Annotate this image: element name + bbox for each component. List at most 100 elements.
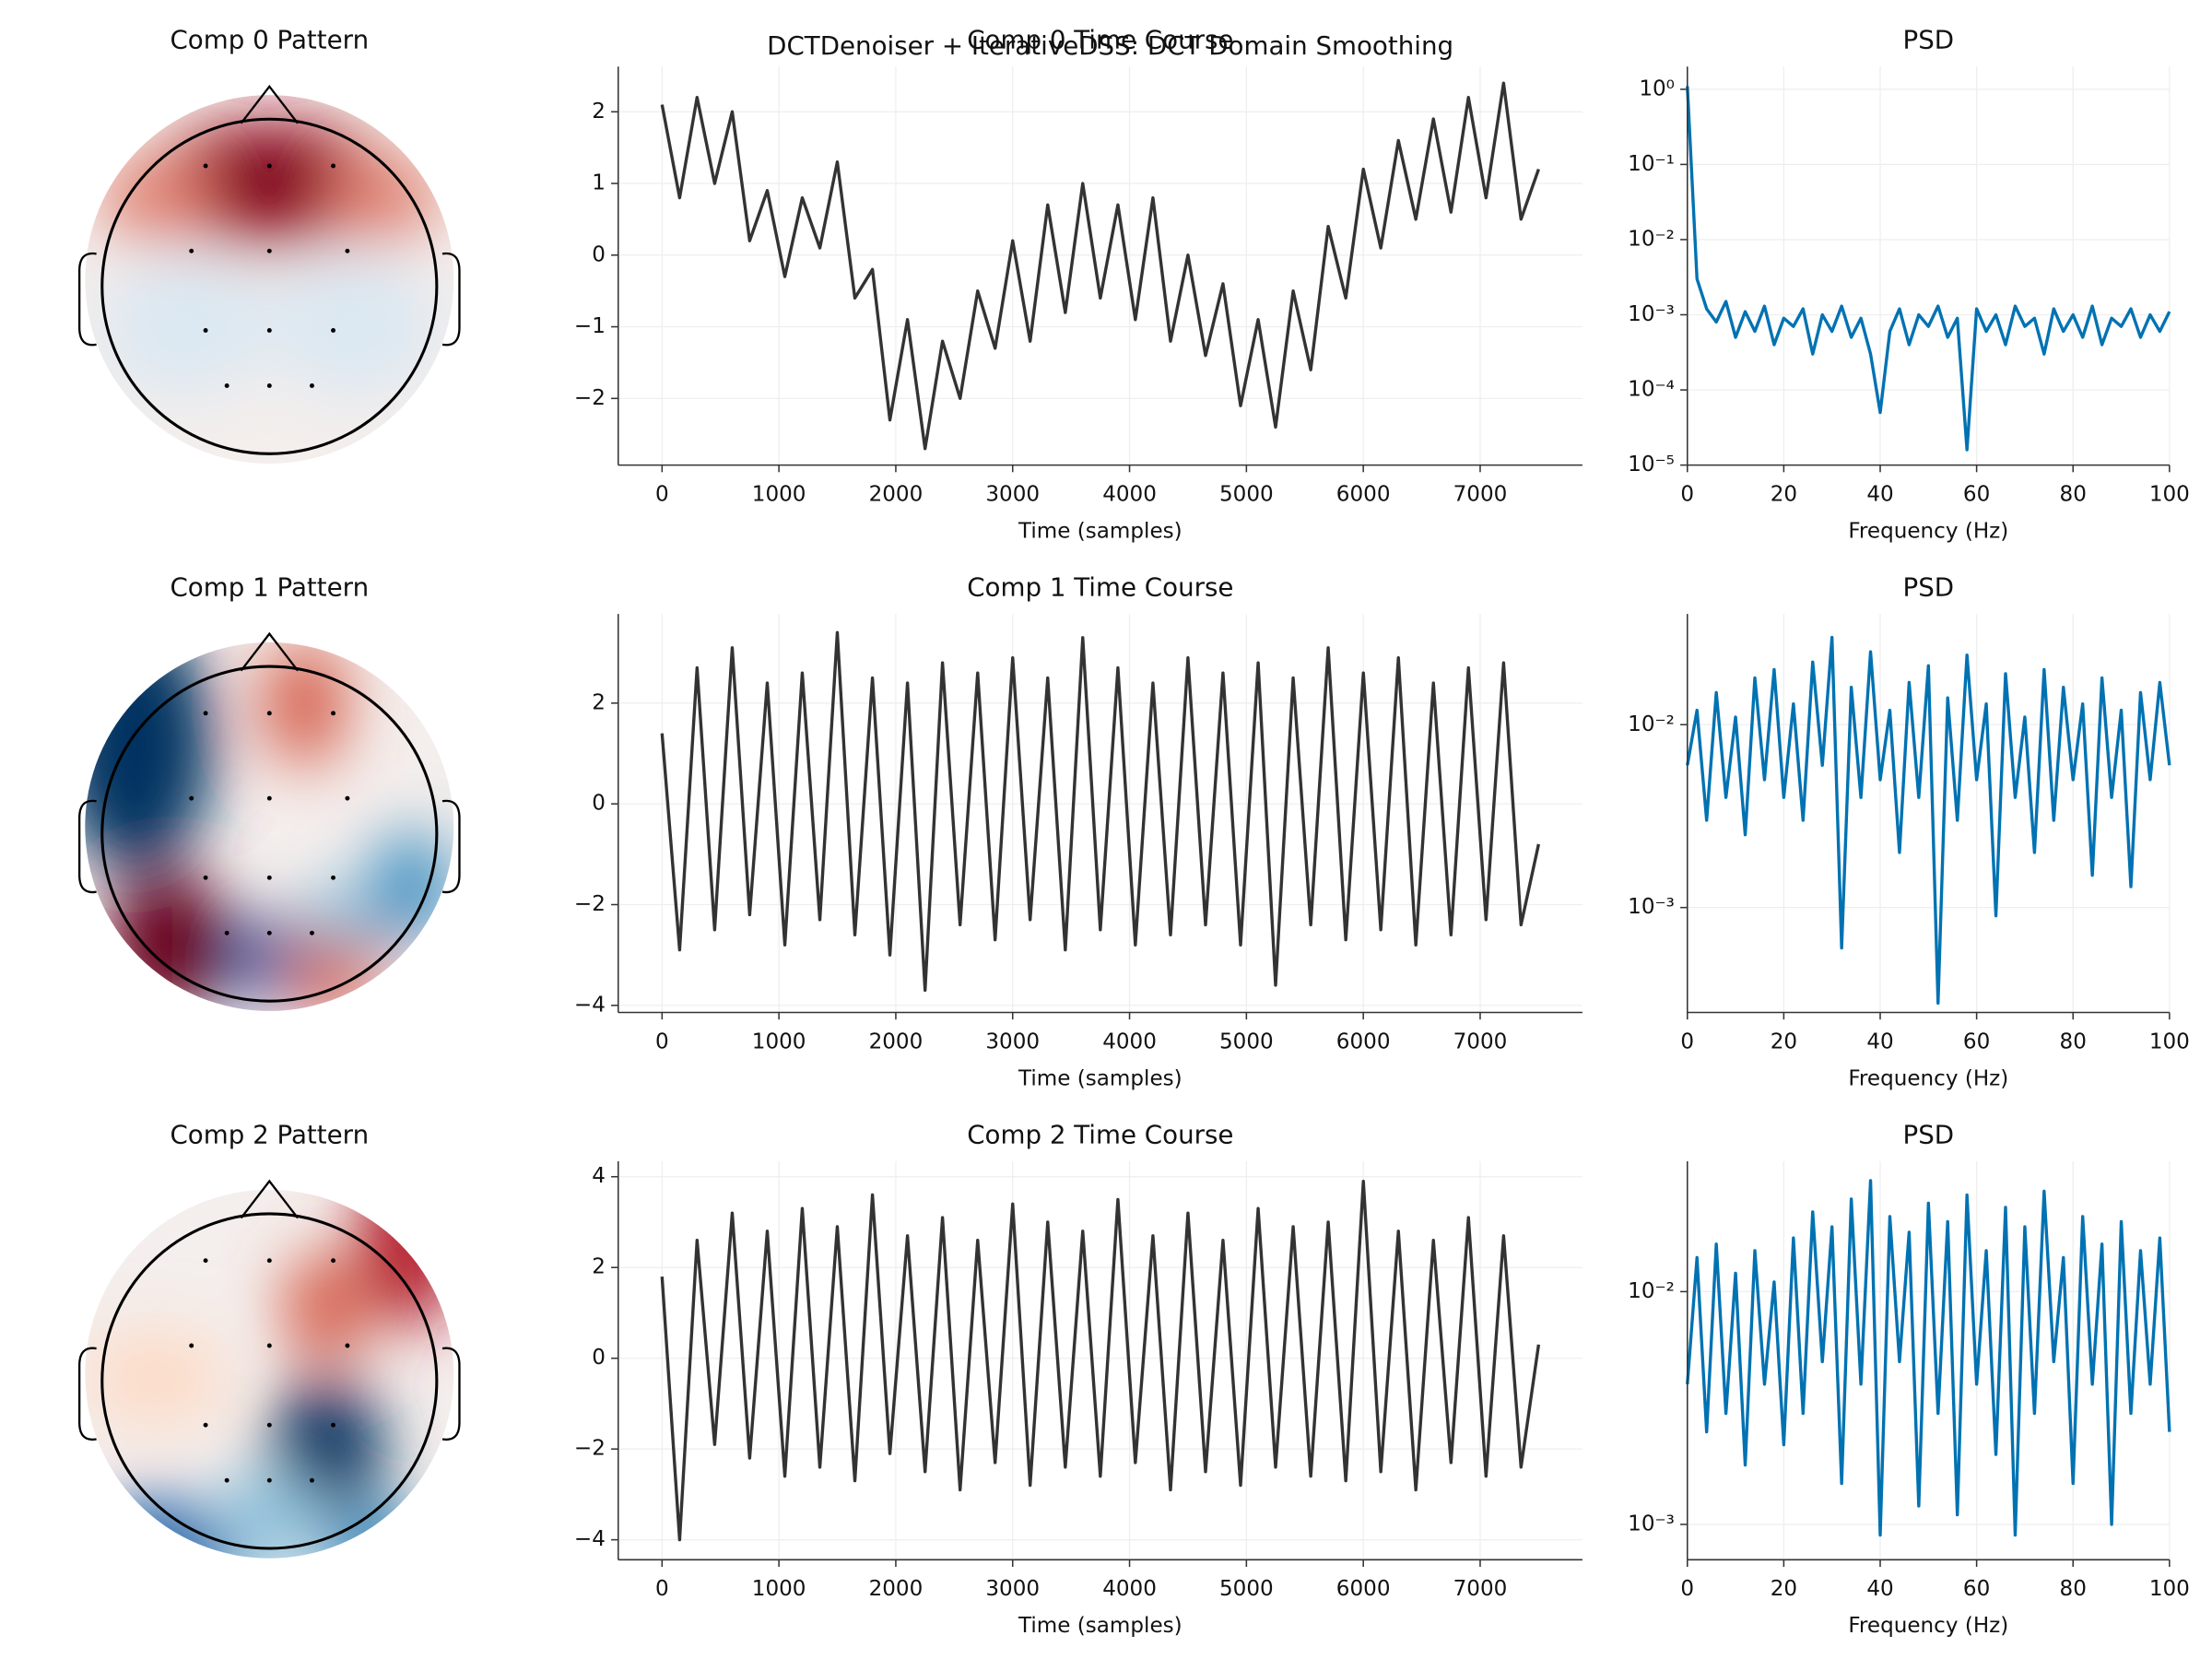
topomap xyxy=(78,84,461,465)
y-tick-label: 10⁻⁵ xyxy=(1628,453,1675,477)
sensor xyxy=(266,383,272,388)
sensor xyxy=(266,875,272,880)
x-tick-label: 5000 xyxy=(1219,1577,1274,1601)
sensor xyxy=(189,1343,194,1348)
x-tick-label: 7000 xyxy=(1453,1030,1508,1053)
x-axis-label: Time (samples) xyxy=(1018,1614,1182,1638)
y-tick-label: 10⁻³ xyxy=(1628,895,1675,919)
sensor xyxy=(345,795,350,801)
panel-title: Comp 0 Time Course xyxy=(967,25,1233,55)
x-tick-label: 7000 xyxy=(1453,1577,1508,1601)
panel-title: PSD xyxy=(1903,571,1955,602)
x-axis-label: Frequency (Hz) xyxy=(1848,1614,2008,1638)
y-tick-label: 0 xyxy=(592,792,606,816)
x-tick-label: 6000 xyxy=(1336,1577,1391,1601)
series-line xyxy=(1686,1179,2171,1537)
sensor xyxy=(203,711,208,716)
y-tick-label: −1 xyxy=(574,314,606,338)
x-tick-label: 80 xyxy=(2060,1030,2087,1053)
series-line xyxy=(1686,635,2171,1006)
sensor xyxy=(345,1343,350,1348)
y-tick-label: −4 xyxy=(574,1527,606,1551)
x-tick-label: 0 xyxy=(1680,1577,1694,1601)
y-tick-label: 2 xyxy=(592,100,606,124)
sensor xyxy=(189,248,194,253)
y-tick-label: −4 xyxy=(574,993,606,1017)
y-tick-label: 10⁻³ xyxy=(1628,1512,1675,1535)
x-tick-label: 80 xyxy=(2060,1577,2087,1601)
x-tick-label: 3000 xyxy=(985,1577,1040,1601)
x-tick-label: 0 xyxy=(655,1030,669,1053)
suptitle: DCTDenoiser + IterativeDSS: DCT Domain S… xyxy=(767,30,1453,61)
sensor xyxy=(310,383,314,388)
x-tick-label: 6000 xyxy=(1336,482,1391,506)
sensor xyxy=(266,248,272,253)
x-tick-label: 60 xyxy=(1963,1030,1990,1053)
ear-right xyxy=(441,799,461,894)
sensor xyxy=(266,795,272,801)
y-tick-label: 10⁻² xyxy=(1628,1279,1675,1303)
y-tick-label: 4 xyxy=(592,1164,606,1188)
sensor xyxy=(331,163,335,169)
series-line xyxy=(1686,86,2171,452)
x-tick-label: 2000 xyxy=(869,1577,924,1601)
x-tick-label: 3000 xyxy=(985,482,1040,506)
field-blob xyxy=(325,156,440,241)
panel-title: Comp 2 Pattern xyxy=(170,1119,369,1149)
sensor xyxy=(331,875,335,880)
x-tick-label: 4000 xyxy=(1102,1030,1157,1053)
x-axis-label: Time (samples) xyxy=(1018,519,1182,543)
sensor xyxy=(266,1343,272,1348)
head-outline xyxy=(100,1212,439,1550)
series-line xyxy=(660,81,1540,451)
x-tick-label: 20 xyxy=(1771,1030,1797,1053)
y-tick-label: 10⁻³ xyxy=(1628,302,1675,326)
y-tick-label: 10⁻² xyxy=(1628,227,1675,251)
panel-title: Comp 2 Time Course xyxy=(967,1119,1233,1149)
ear-left xyxy=(78,799,97,894)
x-tick-label: 1000 xyxy=(752,1577,806,1601)
ear-right xyxy=(441,252,461,347)
x-tick-label: 40 xyxy=(1866,1577,1893,1601)
series-line xyxy=(660,1180,1541,1542)
sensor xyxy=(331,711,335,716)
sensor xyxy=(203,875,208,880)
sensor xyxy=(310,930,314,935)
x-tick-label: 0 xyxy=(655,1577,669,1601)
x-tick-label: 40 xyxy=(1866,1030,1893,1053)
x-tick-label: 5000 xyxy=(1219,1030,1274,1053)
x-tick-label: 20 xyxy=(1771,1577,1797,1601)
y-tick-label: −2 xyxy=(574,1437,606,1461)
series-line xyxy=(660,630,1541,993)
field-blob xyxy=(269,254,440,397)
sensor xyxy=(345,248,350,253)
x-tick-label: 7000 xyxy=(1453,482,1508,506)
panel-title: Comp 1 Pattern xyxy=(170,571,369,602)
ear-right xyxy=(441,1347,461,1441)
x-tick-label: 100 xyxy=(2149,482,2190,506)
y-tick-label: 0 xyxy=(592,242,606,266)
ear-left xyxy=(78,1347,97,1441)
panel-title: PSD xyxy=(1903,25,1955,55)
x-tick-label: 100 xyxy=(2149,1577,2190,1601)
field-blob xyxy=(304,880,376,952)
sensor xyxy=(203,1258,208,1264)
ear-left xyxy=(78,252,97,347)
x-tick-label: 0 xyxy=(1680,1030,1694,1053)
x-tick-label: 2000 xyxy=(869,1030,924,1053)
sensor xyxy=(189,795,194,801)
sensor xyxy=(266,328,272,333)
field-blob xyxy=(85,1328,228,1429)
field-blob xyxy=(262,641,347,768)
x-tick-label: 5000 xyxy=(1219,482,1274,506)
y-tick-label: 10⁰ xyxy=(1639,76,1675,100)
y-tick-label: 10⁻⁴ xyxy=(1628,378,1675,402)
x-tick-label: 80 xyxy=(2060,482,2087,506)
x-axis-label: Time (samples) xyxy=(1018,1066,1182,1090)
x-tick-label: 1000 xyxy=(752,482,806,506)
x-axis-label: Frequency (Hz) xyxy=(1848,1066,2008,1090)
x-tick-label: 0 xyxy=(1680,482,1694,506)
x-tick-label: 0 xyxy=(655,482,669,506)
y-tick-label: 10⁻² xyxy=(1628,712,1675,736)
